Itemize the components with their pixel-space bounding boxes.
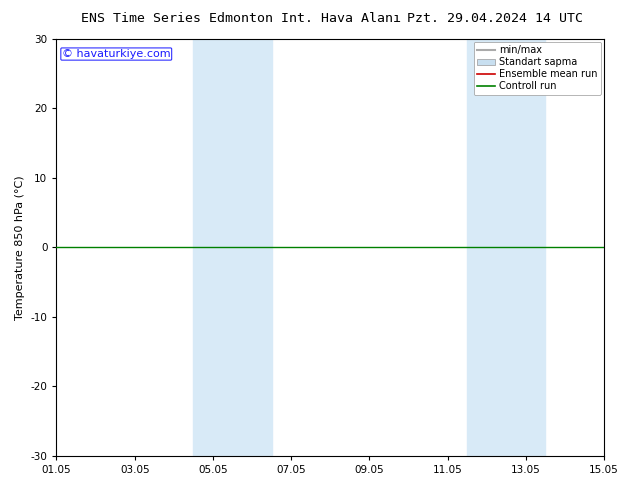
Text: Pzt. 29.04.2024 14 UTC: Pzt. 29.04.2024 14 UTC [406, 12, 583, 25]
Bar [467, 39, 545, 456]
Bar [193, 39, 271, 456]
Text: ENS Time Series Edmonton Int. Hava Alanı: ENS Time Series Edmonton Int. Hava Alanı [81, 12, 401, 25]
Y-axis label: Temperature 850 hPa (°C): Temperature 850 hPa (°C) [15, 175, 25, 319]
Legend: min/max, Standart sapma, Ensemble mean run, Controll run: min/max, Standart sapma, Ensemble mean r… [474, 42, 601, 95]
Text: © havaturkiye.com: © havaturkiye.com [62, 49, 171, 59]
